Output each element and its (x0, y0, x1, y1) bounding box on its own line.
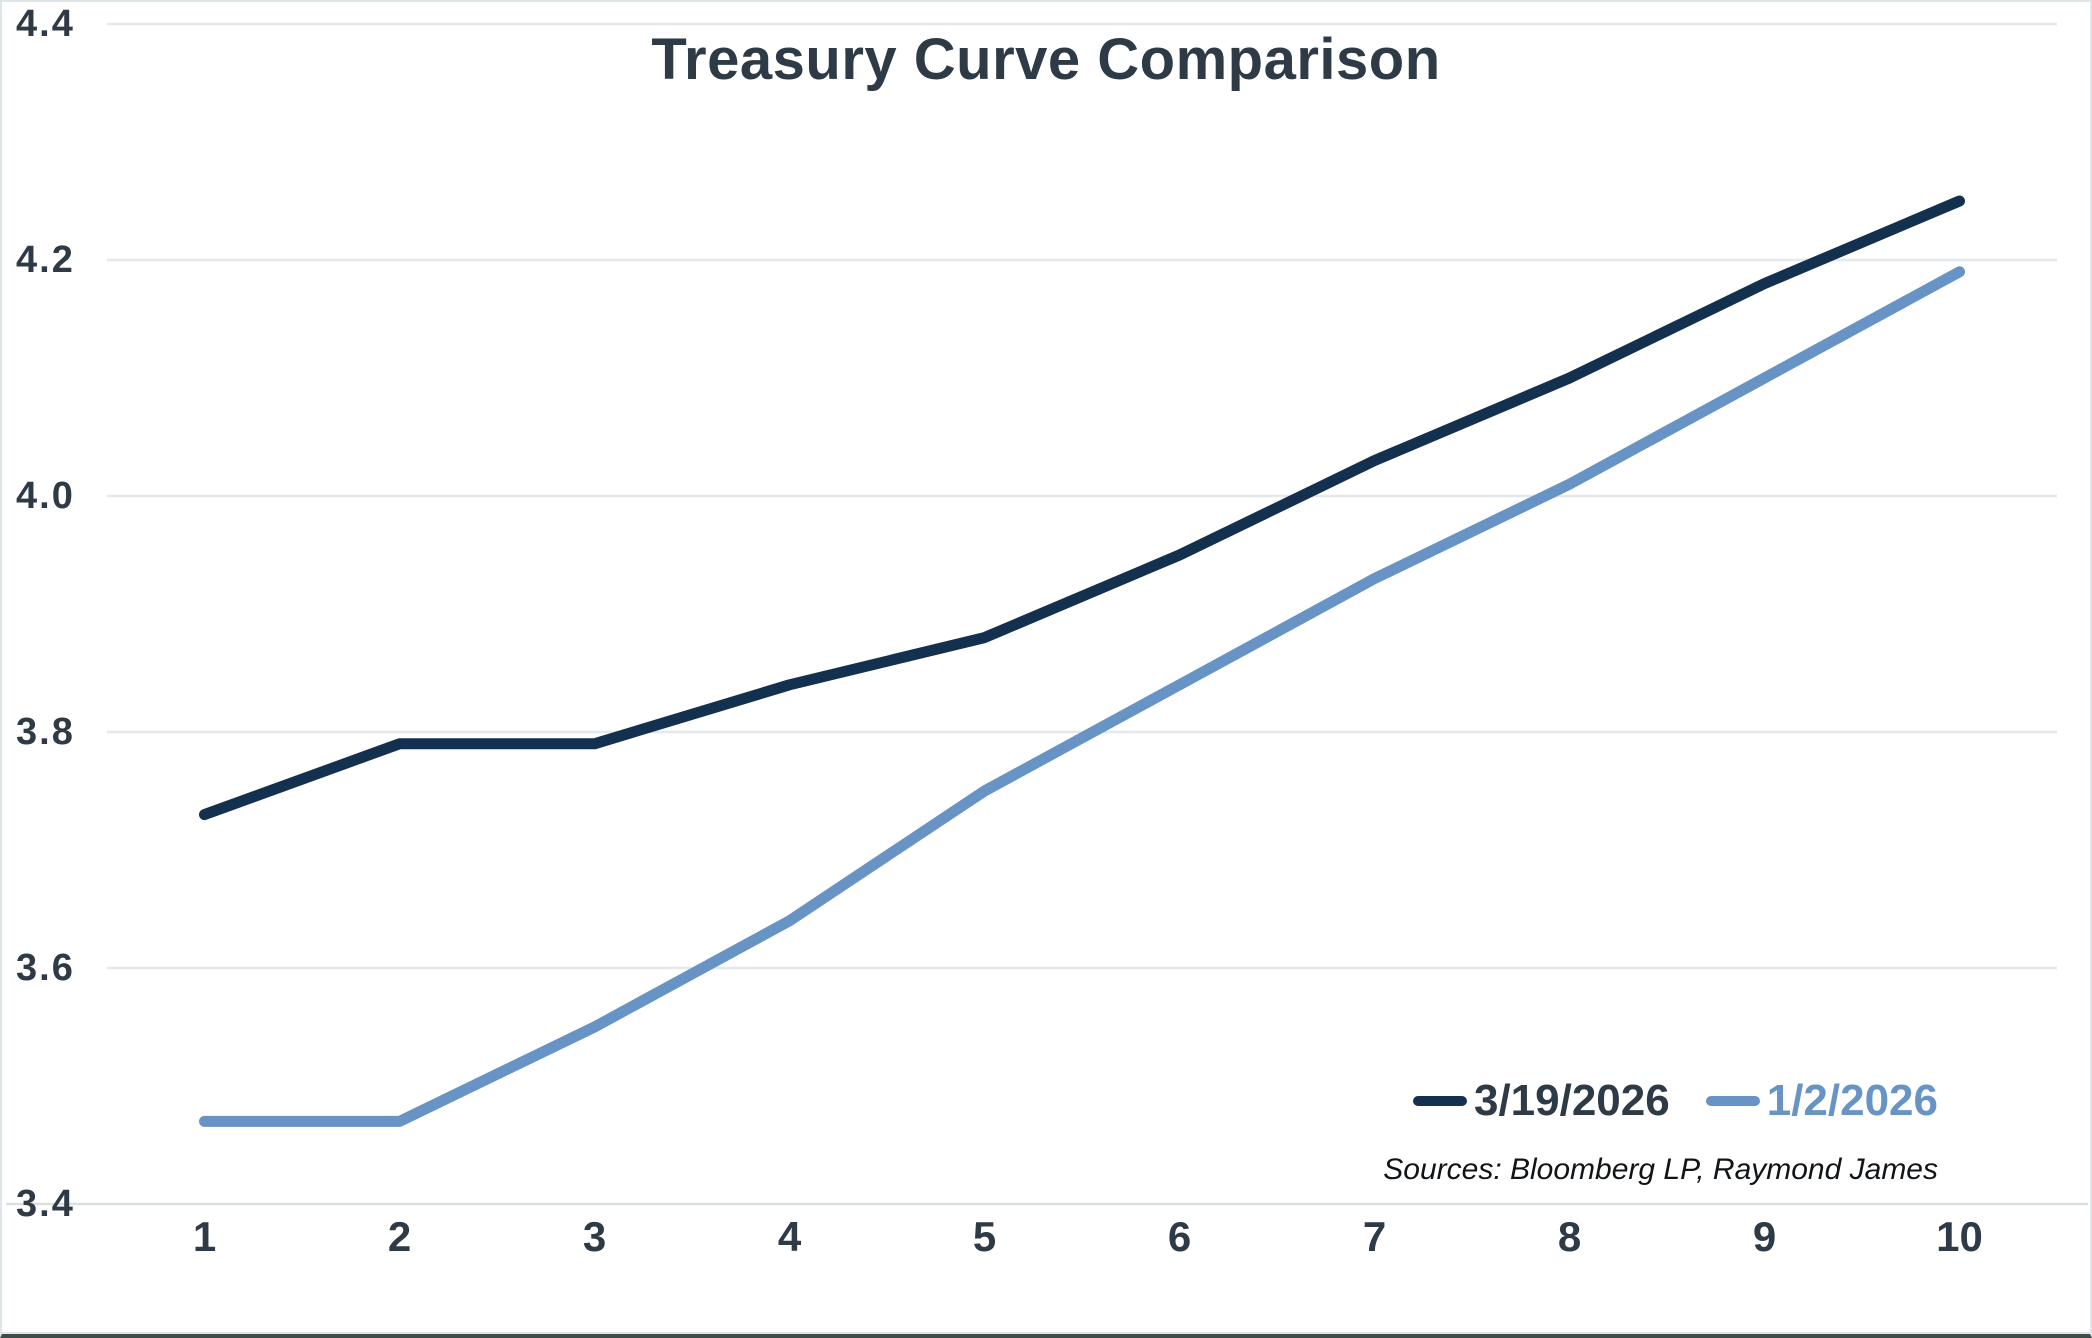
y-tick-label: 4.0 (16, 475, 75, 517)
x-tick-label: 8 (1557, 1213, 1582, 1260)
legend-item-series-0: 3/19/2026 (1412, 1076, 1670, 1126)
y-tick-label: 3.8 (16, 711, 75, 753)
x-tick-label: 2 (387, 1213, 412, 1260)
x-tick-label: 9 (1752, 1213, 1777, 1260)
x-tick-label: 6 (1167, 1213, 1192, 1260)
x-tick-label: 3 (582, 1213, 607, 1260)
series-line-0 (199, 195, 1965, 821)
legend-label-series-1: 1/2/2026 (1766, 1076, 1938, 1125)
x-tick-label: 1 (192, 1213, 217, 1260)
source-note: Sources: Bloomberg LP, Raymond James (1383, 1153, 1938, 1186)
legend-line-swatch-dark (1412, 1096, 1467, 1106)
y-tick-label: 3.6 (16, 947, 75, 989)
chart-title: Treasury Curve Comparison (651, 27, 1441, 92)
y-tick-label: 3.4 (16, 1183, 75, 1225)
legend-label-series-0: 3/19/2026 (1473, 1076, 1670, 1125)
x-tick-label: 5 (972, 1213, 997, 1260)
legend-item-series-1: 1/2/2026 (1705, 1076, 1938, 1126)
x-tick-label: 4 (777, 1213, 802, 1260)
legend: 3/19/2026 1/2/2026 (1412, 1076, 1938, 1126)
series-line-1 (199, 266, 1965, 1127)
y-tick-label: 4.4 (16, 3, 75, 45)
y-tick-label: 4.2 (16, 239, 75, 281)
legend-line-swatch-light (1705, 1096, 1760, 1106)
x-tick-label: 10 (1936, 1213, 1983, 1260)
x-tick-label: 7 (1362, 1213, 1387, 1260)
